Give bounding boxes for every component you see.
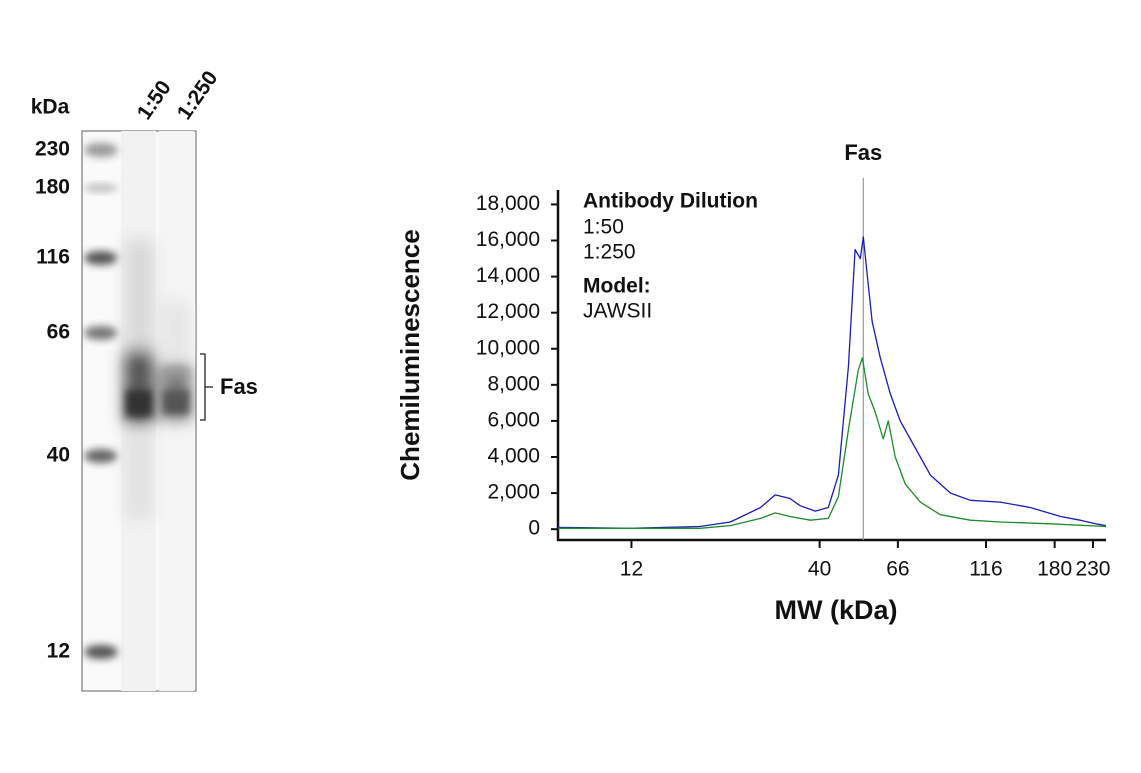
x-tick-label: 66	[886, 558, 909, 581]
y-tick-label: 2,000	[487, 481, 540, 504]
legend-title: Antibody Dilution	[583, 190, 758, 213]
y-axis-title: Chemiluminescence	[395, 229, 425, 480]
ladder-band	[84, 143, 118, 157]
series-line	[557, 236, 1107, 529]
y-tick-label: 4,000	[487, 445, 540, 468]
x-tick-label: 180	[1037, 558, 1072, 581]
ladder-band	[84, 251, 118, 265]
marker-label: Fas	[844, 140, 882, 165]
y-tick-label: 0	[528, 517, 540, 540]
ladder-label: 230	[35, 138, 70, 161]
y-tick-label: 10,000	[476, 336, 540, 359]
x-tick-label: 40	[808, 558, 831, 581]
ladder-bands	[84, 143, 118, 659]
lane-label: 1:250	[173, 67, 223, 124]
y-tick-label: 14,000	[476, 264, 540, 287]
sample-bands	[126, 368, 189, 416]
y-tick-label: 16,000	[476, 228, 540, 251]
lane-label: 1:50	[133, 76, 176, 124]
ladder-label: 12	[47, 640, 70, 663]
blot-image	[81, 130, 213, 692]
x-tick-label: 12	[620, 558, 643, 581]
ladder-band	[84, 449, 118, 463]
band-label: Fas	[220, 374, 258, 399]
y-tick-label: 6,000	[487, 408, 540, 431]
x-tick-label: 230	[1075, 558, 1110, 581]
x-tick-label: 116	[969, 558, 1002, 581]
y-tick-label: 12,000	[476, 300, 540, 323]
ladder-label: 116	[36, 246, 70, 269]
fas-bracket	[200, 353, 206, 421]
annotation: JAWSII	[583, 300, 652, 323]
y-tick-label: 8,000	[487, 372, 540, 395]
x-axis-title: MW (kDa)	[775, 595, 898, 625]
series-line	[558, 357, 1107, 529]
ladder-label: 40	[47, 444, 70, 467]
ladder-band	[84, 645, 118, 659]
y-tick-label: 18,000	[476, 192, 540, 215]
legend-entry: 1:50	[583, 216, 624, 239]
ladder-band	[84, 326, 118, 340]
ladder-label: 180	[35, 176, 70, 199]
ladder-band	[84, 184, 118, 192]
ladder-label: 66	[47, 321, 70, 344]
legend-entry: 1:250	[583, 241, 636, 264]
unit-label: kDa	[31, 96, 70, 119]
annotation: Model:	[583, 275, 651, 298]
